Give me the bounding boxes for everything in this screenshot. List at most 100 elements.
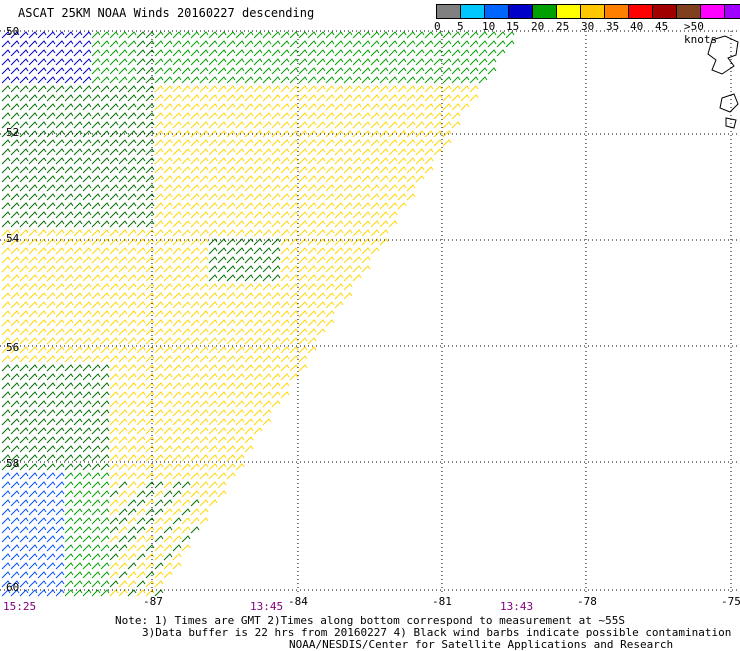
wind-barb	[64, 40, 74, 48]
wind-barb	[316, 49, 326, 57]
wind-barb	[64, 157, 74, 165]
wind-barb	[442, 139, 452, 147]
wind-barb	[361, 157, 371, 165]
wind-barb	[271, 346, 281, 354]
wind-barb	[154, 517, 164, 525]
wind-barb	[46, 112, 56, 120]
wind-barb	[100, 301, 110, 309]
wind-barb	[28, 193, 38, 201]
wind-barb	[199, 427, 209, 435]
wind-barb	[460, 40, 470, 48]
wind-barb	[145, 454, 155, 462]
wind-barb	[406, 157, 416, 165]
wind-barb	[91, 229, 101, 237]
wind-barb	[343, 292, 353, 300]
wind-barb	[424, 40, 434, 48]
wind-barb	[379, 211, 389, 219]
wind-barb	[343, 67, 353, 75]
wind-barb	[316, 310, 326, 318]
wind-barb	[136, 58, 146, 66]
wind-barb	[73, 85, 83, 93]
wind-barb	[73, 211, 83, 219]
wind-barb	[82, 400, 92, 408]
wind-barb	[316, 202, 326, 210]
wind-barb	[46, 373, 56, 381]
wind-barb	[217, 409, 227, 417]
wind-barb	[91, 112, 101, 120]
wind-barb	[10, 256, 20, 264]
legend-label: >50 knots	[684, 20, 718, 46]
wind-barb	[217, 148, 227, 156]
wind-barb	[154, 301, 164, 309]
wind-barb	[136, 265, 146, 273]
wind-barb	[82, 247, 92, 255]
wind-barb	[145, 580, 155, 588]
wind-barb	[10, 337, 20, 345]
wind-barb	[253, 184, 263, 192]
wind-barb	[217, 211, 227, 219]
wind-barb	[136, 40, 146, 48]
wind-barb	[37, 238, 47, 246]
wind-barb	[10, 211, 20, 219]
wind-barb	[370, 121, 380, 129]
wind-barb	[37, 580, 47, 588]
wind-barb	[46, 571, 56, 579]
wind-barb	[244, 238, 254, 246]
wind-barb	[406, 94, 416, 102]
wind-barb	[1, 562, 11, 570]
wind-barb	[91, 526, 101, 534]
wind-barb	[343, 265, 353, 273]
wind-barb	[199, 292, 209, 300]
wind-barb	[100, 274, 110, 282]
wind-barb	[253, 256, 263, 264]
wind-barb	[154, 283, 164, 291]
wind-barb	[73, 247, 83, 255]
wind-barb	[91, 580, 101, 588]
wind-barb	[28, 355, 38, 363]
wind-barb	[28, 67, 38, 75]
wind-barb	[487, 67, 497, 75]
legend-labels: 0 5 10 15 20 25 30 35 40 45 >50 knots	[430, 20, 740, 46]
wind-barb	[199, 193, 209, 201]
wind-barb	[37, 193, 47, 201]
wind-barb	[73, 202, 83, 210]
wind-barb	[82, 580, 92, 588]
wind-barb	[316, 292, 326, 300]
wind-barb	[325, 49, 335, 57]
wind-barb	[28, 31, 38, 39]
wind-barb	[118, 292, 128, 300]
wind-barb	[235, 184, 245, 192]
wind-barb	[451, 40, 461, 48]
wind-barb	[145, 481, 155, 489]
wind-barb	[217, 256, 227, 264]
wind-barb	[343, 166, 353, 174]
wind-barb	[118, 265, 128, 273]
wind-barb	[280, 58, 290, 66]
wind-barb	[55, 553, 65, 561]
wind-barb	[1, 526, 11, 534]
wind-barb	[100, 409, 110, 417]
wind-barb	[64, 193, 74, 201]
wind-barb	[289, 364, 299, 372]
wind-barb	[37, 184, 47, 192]
wind-barb	[145, 184, 155, 192]
wind-barb	[100, 463, 110, 471]
wind-barb	[190, 427, 200, 435]
wind-barb	[262, 238, 272, 246]
wind-barb	[325, 319, 335, 327]
wind-barb	[127, 292, 137, 300]
wind-barb	[199, 58, 209, 66]
wind-barb	[109, 58, 119, 66]
wind-barb	[280, 112, 290, 120]
wind-barb	[163, 121, 173, 129]
wind-barb	[46, 256, 56, 264]
wind-barb	[37, 103, 47, 111]
wind-barb	[244, 229, 254, 237]
legend-swatch	[628, 4, 653, 19]
wind-barb	[316, 166, 326, 174]
wind-barb	[1, 364, 11, 372]
wind-barb	[226, 436, 236, 444]
wind-barb	[28, 139, 38, 147]
wind-barb	[10, 355, 20, 363]
wind-barb	[181, 76, 191, 84]
